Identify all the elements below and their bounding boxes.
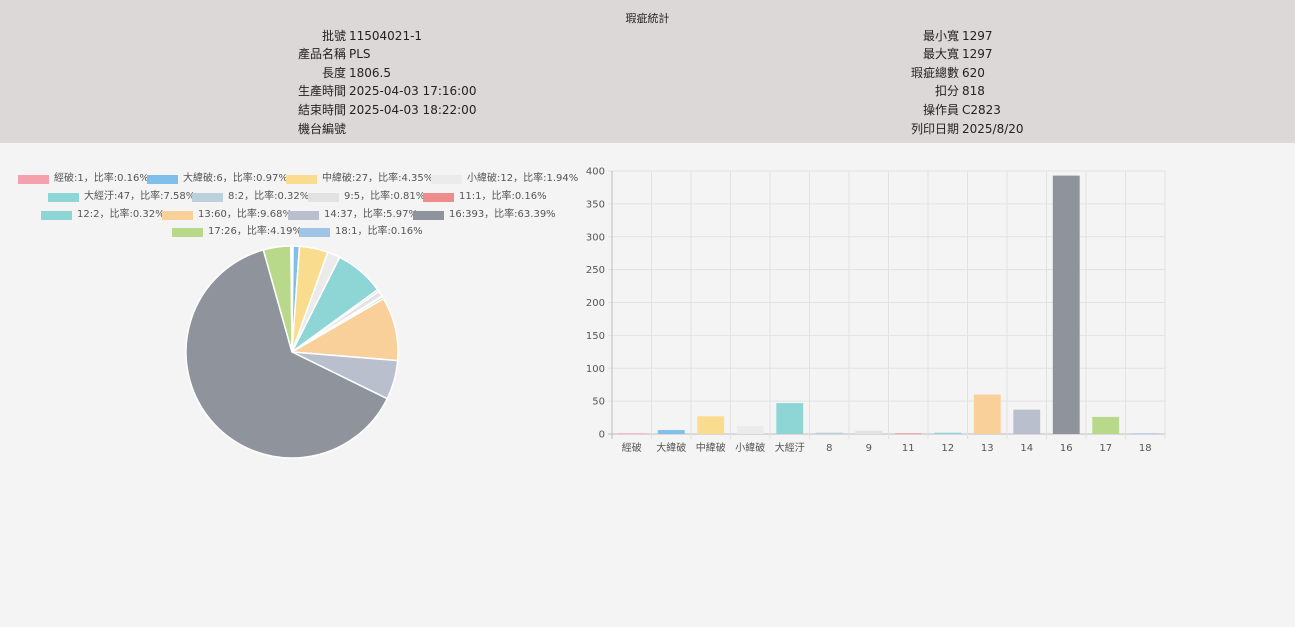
bar[interactable]: [697, 416, 725, 434]
legend-label: 18:1，比率:0.16%: [335, 226, 423, 237]
legend-swatch: [147, 175, 178, 184]
pie-slice[interactable]: [290, 245, 293, 353]
x-tick-label: 經破: [622, 441, 642, 454]
x-tick-label: 8: [826, 443, 832, 454]
info-value: 2025-04-03 18:22:00: [349, 103, 477, 117]
bar[interactable]: [1013, 409, 1041, 434]
info-label: 最小寬: [922, 29, 959, 43]
x-tick-label: 中緯破: [696, 441, 726, 454]
legend-label: 經破:1，比率:0.16%: [54, 173, 149, 184]
x-tick-label: 12: [941, 443, 954, 454]
info-label: 產品名稱: [297, 47, 346, 61]
x-tick-label: 18: [1139, 443, 1152, 454]
info-value: 11504021-1: [349, 29, 423, 43]
y-tick-label: 0: [599, 430, 605, 441]
y-tick-label: 100: [586, 364, 605, 375]
info-value: 1297: [962, 47, 993, 61]
x-tick-label: 大經汙: [775, 441, 805, 454]
info-label: 機台編號: [297, 122, 346, 136]
info-value: 1297: [962, 29, 993, 43]
pie-slice[interactable]: [185, 249, 389, 459]
info-label: 瑕疵總數: [910, 66, 959, 80]
pie-chart: [185, 245, 399, 459]
legend-swatch: [413, 211, 444, 220]
legend-swatch: [288, 211, 319, 220]
y-tick-label: 250: [586, 265, 605, 276]
x-tick-label: 17: [1099, 443, 1112, 454]
legend-label: 17:26，比率:4.19%: [208, 226, 302, 237]
info-label: 結束時間: [297, 103, 346, 117]
info-value: C2823: [962, 103, 1001, 117]
legend-swatch: [192, 193, 223, 202]
bar[interactable]: [815, 432, 843, 434]
report-title: 瑕疵統計: [625, 12, 670, 25]
info-label: 長度: [321, 66, 346, 80]
info-value: PLS: [349, 47, 371, 61]
y-tick-label: 350: [586, 199, 605, 210]
x-tick-label: 小緯破: [735, 441, 765, 454]
bar[interactable]: [855, 430, 883, 434]
bar[interactable]: [657, 430, 685, 434]
legend-label: 大緯破:6，比率:0.97%: [183, 173, 288, 184]
report-header: 瑕疵統計 批號 11504021-1 產品名稱 PLS 長度 1806.5 生產時間 2025…: [0, 0, 1295, 143]
legend-label: 中緯破:27，比率:4.35%: [322, 173, 434, 184]
legend-swatch: [431, 175, 462, 184]
x-tick-label: 大緯破: [656, 441, 686, 454]
x-tick-label: 16: [1060, 443, 1073, 454]
bar[interactable]: [776, 403, 804, 434]
x-tick-label: 13: [981, 443, 994, 454]
bar[interactable]: [973, 394, 1001, 434]
legend-swatch: [172, 228, 203, 237]
info-value: 620: [962, 66, 985, 80]
bar[interactable]: [1092, 416, 1120, 434]
y-tick-label: 400: [586, 167, 605, 178]
legend-swatch: [48, 193, 79, 202]
legend-label: 16:393，比率:63.39%: [449, 209, 556, 220]
info-label: 最大寬: [922, 47, 959, 61]
legend-swatch: [286, 175, 317, 184]
legend-label: 13:60，比率:9.68%: [198, 209, 292, 220]
y-tick-label: 200: [586, 298, 605, 309]
info-value: 1806.5: [349, 66, 391, 80]
legend-swatch: [41, 211, 72, 220]
legend-label: 11:1，比率:0.16%: [459, 191, 547, 202]
info-value: 2025-04-03 17:16:00: [349, 84, 477, 98]
legend-label: 14:37，比率:5.97%: [324, 209, 418, 220]
info-value: 818: [962, 84, 985, 98]
legend-label: 9:5，比率:0.81%: [344, 191, 426, 202]
y-tick-label: 150: [586, 331, 605, 342]
legend-swatch: [299, 228, 330, 237]
x-tick-label: 9: [866, 443, 872, 454]
legend-label: 12:2，比率:0.32%: [77, 209, 165, 220]
legend-label: 大經汙:47，比率:7.58%: [84, 191, 196, 202]
info-label: 扣分: [934, 84, 959, 98]
info-label: 操作員: [922, 103, 959, 117]
bar-chart: 0 50 100 150 200 250 300 350 400 經破 大緯破 中緯破 小緯破 大經汙 8 9…: [586, 167, 1166, 454]
info-value: 2025/8/20: [962, 122, 1024, 136]
legend-swatch: [162, 211, 193, 220]
bar[interactable]: [618, 433, 646, 435]
bar[interactable]: [1131, 433, 1159, 435]
bar[interactable]: [894, 433, 922, 435]
bar[interactable]: [736, 426, 764, 434]
y-tick-label: 50: [592, 397, 605, 408]
legend-label: 8:2，比率:0.32%: [228, 191, 310, 202]
x-tick-label: 11: [902, 443, 915, 454]
info-label: 批號: [321, 29, 346, 43]
y-tick-label: 300: [586, 232, 605, 243]
legend-label: 小緯破:12，比率:1.94%: [467, 173, 579, 184]
bar[interactable]: [1052, 175, 1080, 435]
info-label: 列印日期: [910, 122, 959, 136]
legend-swatch: [308, 193, 339, 202]
x-tick-label: 14: [1020, 443, 1033, 454]
legend-swatch: [18, 175, 49, 184]
info-label: 生產時間: [297, 84, 346, 98]
legend-swatch: [423, 193, 454, 202]
bar[interactable]: [934, 432, 962, 434]
